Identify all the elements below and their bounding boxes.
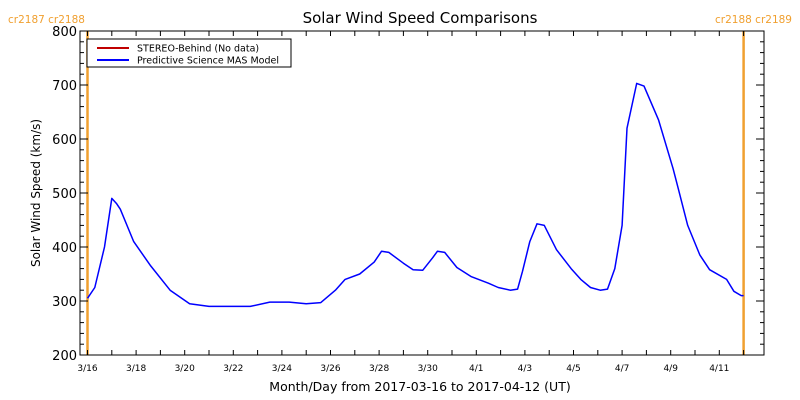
x-tick-label: 3/18 — [126, 364, 146, 374]
series-lines — [86, 82, 744, 308]
axis-ticks — [80, 30, 764, 356]
x-tick-label: 4/11 — [709, 364, 729, 374]
x-tick-label: 3/28 — [369, 364, 389, 374]
x-axis-label: Month/Day from 2017-03-16 to 2017-04-12 … — [269, 379, 570, 394]
x-tick-label: 4/1 — [469, 364, 483, 374]
x-tick-label: 3/26 — [320, 364, 340, 374]
x-tick-label: 4/9 — [663, 364, 678, 374]
x-tick-label: 3/16 — [77, 364, 97, 374]
carrington-label-left: cr2187 cr2188 — [8, 14, 85, 26]
y-axis-label: Solar Wind Speed (km/s) — [29, 119, 43, 267]
y-tick-label: 200 — [52, 349, 77, 364]
y-tick-label: 500 — [52, 187, 77, 202]
x-tick-label: 4/5 — [566, 364, 580, 374]
series-line-mas-model — [86, 82, 744, 308]
y-tick-labels: 200 300 400 500 600 700 800 — [52, 25, 77, 364]
chart-title: Solar Wind Speed Comparisons — [303, 9, 538, 27]
y-tick-label: 800 — [52, 25, 77, 40]
carrington-markers — [86, 31, 745, 355]
y-tick-label: 700 — [52, 79, 77, 94]
legend-box — [86, 38, 292, 68]
x-tick-labels: 3/16 3/18 3/20 3/22 3/24 3/26 3/28 3/30 4/1 4/3 4/… — [77, 364, 729, 374]
x-tick-label: 3/30 — [418, 364, 438, 374]
legend: STEREO-Behind (No data) Predictive Scien… — [86, 38, 292, 68]
x-tick-label: 3/20 — [175, 364, 195, 374]
y-tick-label: 600 — [52, 133, 77, 148]
x-tick-label: 4/3 — [518, 364, 532, 374]
legend-label-stereo: STEREO-Behind (No data) — [137, 44, 259, 55]
carrington-label-right: cr2188 cr2189 — [715, 14, 792, 26]
x-tick-label: 4/7 — [615, 364, 629, 374]
legend-label-mas: Predictive Science MAS Model — [137, 56, 279, 67]
plot-frame — [79, 30, 765, 356]
x-tick-label: 3/24 — [272, 364, 292, 374]
x-tick-label: 3/22 — [223, 364, 243, 374]
y-tick-label: 300 — [52, 295, 77, 310]
y-tick-label: 400 — [52, 241, 77, 256]
